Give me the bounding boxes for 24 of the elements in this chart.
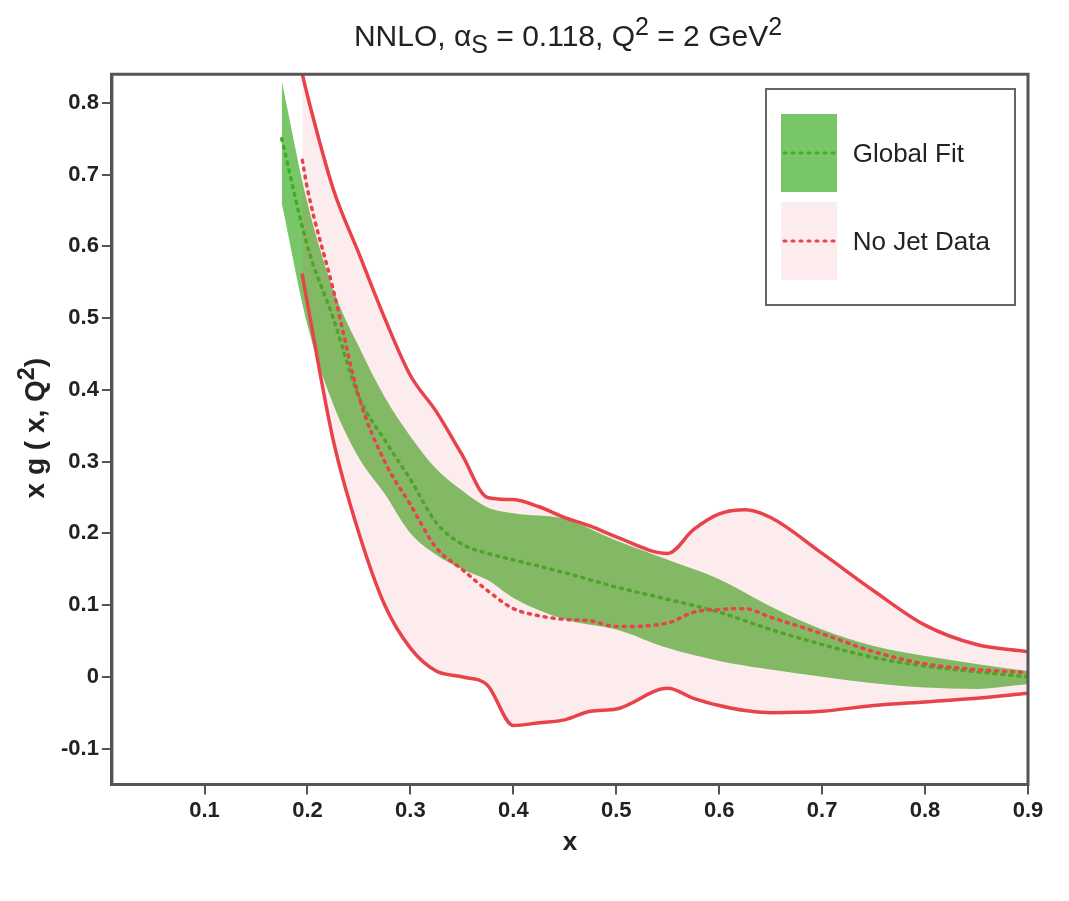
x-tick-label: 0.6 — [703, 796, 735, 822]
y-tick-label: 0.6 — [68, 232, 99, 258]
x-tick-label: 0.5 — [600, 796, 632, 822]
x-tick-label: 0.1 — [189, 796, 220, 822]
x-tick-label: 0.2 — [292, 796, 323, 822]
x-tick-label: 0.7 — [806, 796, 838, 822]
x-axis-title: x — [562, 825, 578, 856]
legend-label: No Jet Data — [852, 225, 990, 257]
x-tick-label: 0.9 — [1012, 796, 1044, 822]
line-series — [300, 273, 1028, 728]
y-tick-label: -0.1 — [60, 734, 99, 760]
x-tick-label: 0.8 — [909, 796, 941, 822]
chart-title: NNLO, α$_{S}$ = 0.118, Q$^{2}$ = 2 GeV$^{2}$ — [352, 12, 784, 59]
y-tick-label: 0.2 — [68, 519, 99, 545]
legend-label: Global Fit — [852, 137, 964, 169]
y-tick-label: 0.4 — [68, 375, 100, 401]
y-tick-label: 0.8 — [68, 88, 99, 114]
y-tick-label: 0.7 — [68, 160, 99, 186]
y-tick-label: 0 — [86, 662, 99, 688]
y-tick-label: 0.1 — [68, 591, 99, 617]
y-tick-label: 0.5 — [68, 304, 99, 330]
x-tick-label: 0.4 — [498, 796, 530, 822]
x-tick-label: 0.3 — [395, 796, 426, 822]
y-tick-label: 0.3 — [68, 447, 99, 473]
